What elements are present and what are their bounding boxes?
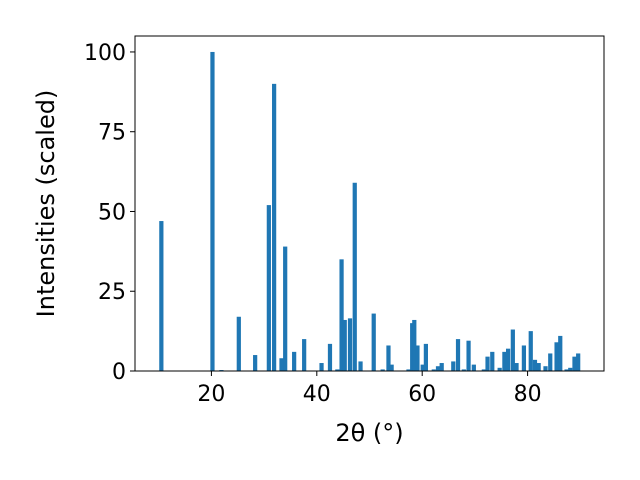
y-tick-label: 0 — [112, 360, 126, 385]
bar — [358, 361, 363, 371]
bar — [536, 363, 541, 371]
bar — [481, 369, 486, 371]
bar — [528, 331, 533, 371]
x-tick-label: 20 — [197, 382, 225, 407]
bar — [415, 345, 420, 371]
bar — [386, 345, 391, 371]
y-axis: 0 25 50 75 100 — [84, 41, 135, 385]
bar — [510, 329, 515, 371]
bar — [431, 369, 436, 371]
bar — [564, 369, 569, 371]
y-axis-label: Intensities (scaled) — [32, 90, 60, 318]
bar — [554, 342, 559, 371]
y-tick-label: 75 — [98, 121, 126, 146]
bar — [576, 353, 581, 371]
bar — [342, 319, 347, 371]
bar — [548, 353, 553, 371]
bar — [283, 246, 288, 371]
bar — [159, 221, 164, 371]
x-tick-label: 40 — [303, 382, 331, 407]
bar — [272, 83, 277, 371]
bar — [451, 361, 456, 371]
bar — [423, 343, 428, 371]
bar — [210, 51, 215, 371]
y-tick-label: 100 — [84, 41, 126, 66]
bar — [439, 363, 444, 371]
bar — [471, 364, 476, 371]
bar — [558, 335, 563, 371]
x-tick-label: 80 — [514, 382, 542, 407]
bar — [435, 366, 441, 371]
bar — [335, 369, 340, 371]
y-tick-label: 25 — [98, 280, 126, 305]
bar — [319, 363, 324, 371]
bar — [236, 316, 241, 371]
x-axis: 20 40 60 80 — [197, 371, 542, 407]
bar — [292, 351, 297, 371]
bar — [505, 348, 511, 371]
x-tick-label: 60 — [408, 382, 436, 407]
bar — [455, 339, 461, 371]
bar — [543, 366, 548, 371]
bar — [327, 343, 333, 371]
bar — [279, 358, 284, 371]
bar — [502, 351, 507, 371]
bar — [347, 318, 353, 371]
bar — [420, 364, 425, 371]
bar-series — [159, 51, 581, 371]
bar — [497, 367, 502, 371]
bar — [514, 363, 519, 371]
bar — [339, 259, 344, 371]
plot-frame — [134, 35, 605, 372]
bar — [371, 313, 376, 371]
bar — [572, 356, 577, 371]
bar — [532, 359, 538, 371]
bar — [466, 340, 471, 371]
bar — [380, 369, 385, 371]
bar — [266, 205, 271, 371]
bar — [406, 369, 411, 371]
bar — [389, 364, 394, 371]
bar — [253, 355, 258, 371]
bar — [490, 351, 495, 371]
bar — [352, 182, 357, 371]
bar — [412, 319, 417, 371]
bar — [461, 369, 466, 371]
x-axis-label: 2θ (°) — [335, 419, 403, 447]
bar — [485, 356, 490, 371]
bar — [302, 339, 307, 371]
y-tick-label: 50 — [98, 200, 126, 225]
bar — [521, 345, 527, 371]
bar — [568, 367, 573, 371]
